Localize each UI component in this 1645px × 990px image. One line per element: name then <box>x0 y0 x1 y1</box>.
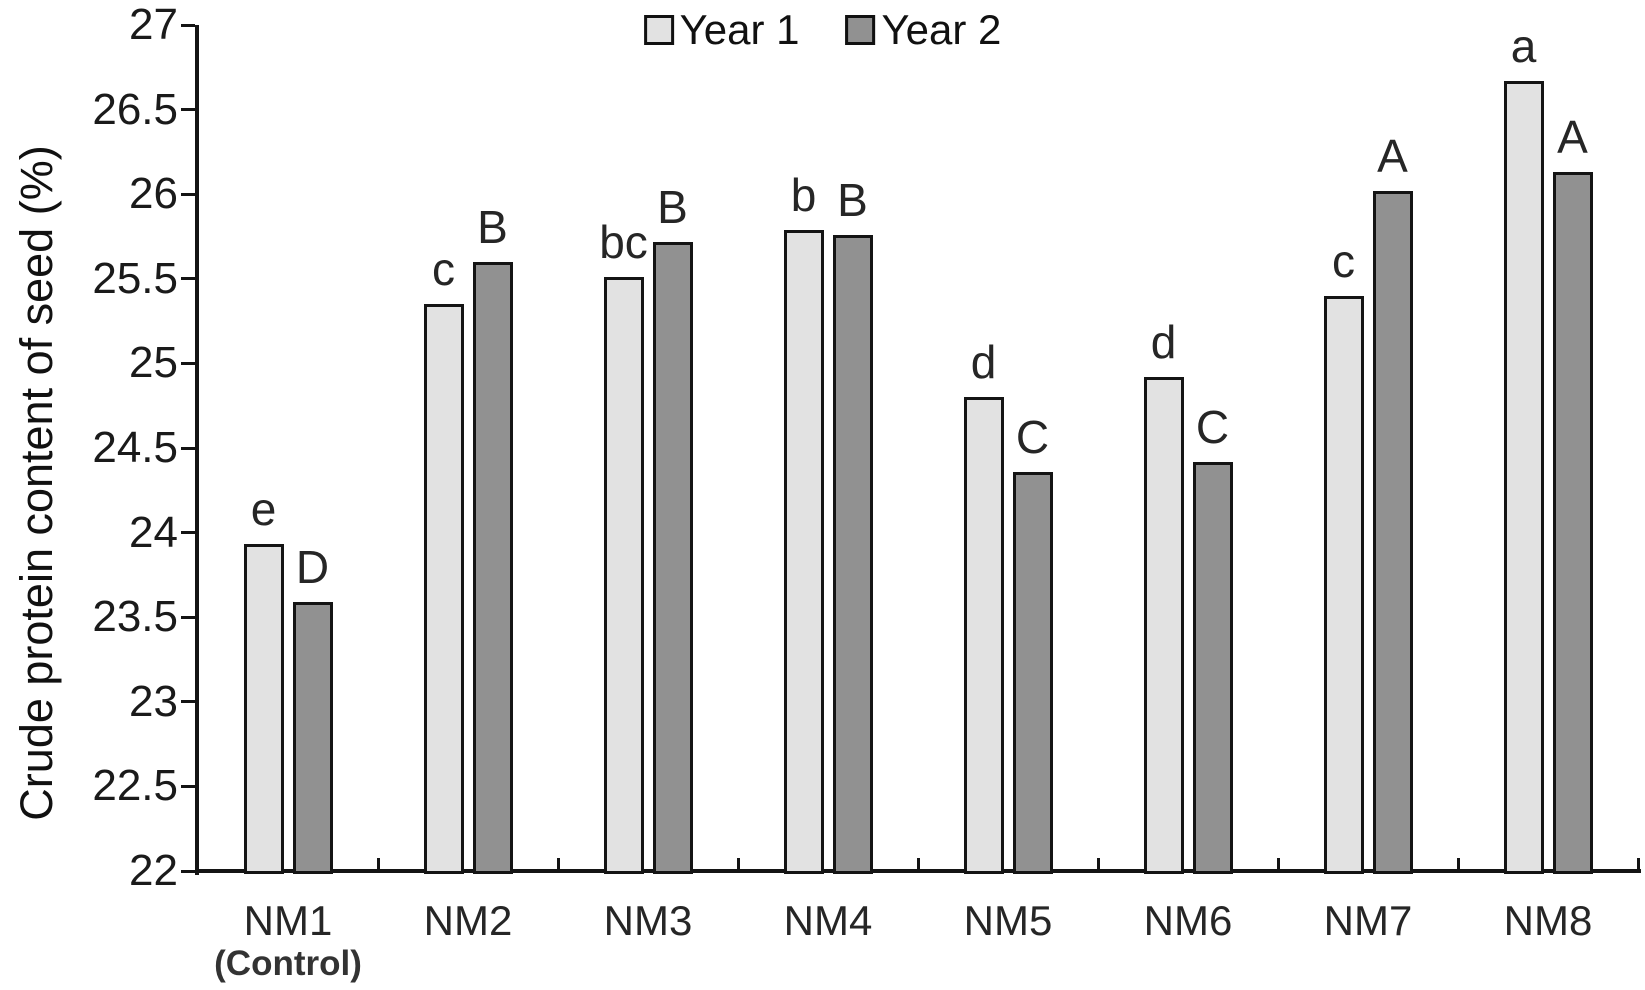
legend-label-year1: Year 1 <box>679 6 800 53</box>
x-tick-mark <box>916 858 920 872</box>
x-category-label: NM5 <box>964 898 1053 944</box>
x-category-label: NM3 <box>604 898 693 944</box>
bar-year2-nm3 <box>652 241 693 874</box>
x-category-sublabel: (Control) <box>214 944 362 983</box>
bar-year1-nm4 <box>783 229 824 874</box>
x-category-label-text: NM4 <box>783 897 873 944</box>
bar-year2-nm6 <box>1192 461 1233 874</box>
bar-year2-nm4 <box>832 234 873 874</box>
bar-year2-nm5 <box>1012 471 1053 874</box>
y-tick-mark <box>181 446 195 450</box>
bar-year1-nm7 <box>1323 295 1364 874</box>
significance-letter: B <box>657 180 688 233</box>
year1-swatch-icon <box>643 15 674 45</box>
bar-year1-nm5 <box>963 397 1004 874</box>
bar-year1-nm8 <box>1503 80 1544 874</box>
significance-letter: bc <box>599 216 648 269</box>
significance-letter: B <box>837 173 868 226</box>
x-tick-mark <box>1276 858 1280 872</box>
significance-letter: d <box>1150 315 1177 368</box>
bar-year2-nm7 <box>1372 190 1413 874</box>
y-tick-mark <box>181 869 195 873</box>
y-tick-label: 24.5 <box>92 423 178 472</box>
x-category-label-text: NM7 <box>1323 897 1413 944</box>
chart-legend: Year 1 Year 2 <box>643 6 1002 54</box>
significance-letter: B <box>477 200 508 253</box>
y-tick-label: 26.5 <box>92 84 178 134</box>
x-category-label: NM2 <box>424 898 513 944</box>
x-category-label-text: NM6 <box>1143 897 1233 944</box>
y-tick-mark <box>181 108 195 112</box>
y-tick-label: 25 <box>129 338 178 388</box>
y-tick-mark <box>181 361 195 365</box>
y-tick-label: 27 <box>129 0 178 49</box>
x-tick-mark <box>1636 858 1640 872</box>
y-tick-label: 23.5 <box>92 592 178 642</box>
x-category-label: NM1 (Control) <box>214 898 362 984</box>
bar-year1-nm2 <box>423 304 464 874</box>
y-tick-mark <box>181 615 195 619</box>
y-tick-label: 22.5 <box>92 761 178 811</box>
year2-swatch-icon <box>845 15 876 45</box>
bar-year2-nm8 <box>1552 172 1593 874</box>
bar-year2-nm1 <box>292 601 333 874</box>
legend-item-year2: Year 2 <box>845 6 1002 54</box>
x-tick-mark <box>1456 858 1460 872</box>
significance-letter: b <box>790 168 817 221</box>
significance-letter: d <box>970 336 997 389</box>
y-tick-label: 22 <box>129 846 178 895</box>
significance-letter: A <box>1377 129 1408 182</box>
legend-item-year1: Year 1 <box>643 6 800 54</box>
x-category-label: NM7 <box>1324 898 1413 944</box>
y-axis-line <box>195 25 199 875</box>
significance-letter: e <box>250 483 277 536</box>
x-tick-mark <box>556 858 560 872</box>
y-tick-label: 26 <box>129 169 178 219</box>
x-tick-mark <box>736 858 740 872</box>
legend-label-year2: Year 2 <box>881 6 1002 53</box>
y-tick-label: 24 <box>129 507 178 557</box>
x-category-label-text: NM3 <box>603 897 693 944</box>
x-category-label-text: NM2 <box>423 897 513 944</box>
significance-letter: c <box>1332 234 1355 287</box>
y-tick-mark <box>181 531 195 535</box>
y-tick-mark <box>181 277 195 281</box>
y-tick-label: 23 <box>129 676 178 726</box>
y-tick-label: 25.5 <box>92 253 178 303</box>
y-tick-mark <box>181 700 195 704</box>
bar-year1-nm3 <box>603 277 644 874</box>
significance-letter: C <box>1195 400 1230 453</box>
significance-letter: D <box>295 540 330 593</box>
x-tick-mark <box>1096 858 1100 872</box>
y-tick-mark <box>181 23 195 27</box>
significance-letter: A <box>1557 111 1588 164</box>
bar-year2-nm2 <box>472 261 513 874</box>
x-category-label: NM4 <box>784 898 873 944</box>
x-tick-mark <box>376 858 380 872</box>
x-category-label-text: NM8 <box>1503 897 1593 944</box>
x-category-label: NM6 <box>1144 898 1233 944</box>
significance-letter: c <box>432 243 455 296</box>
significance-letter: a <box>1510 19 1537 72</box>
x-category-label: NM8 <box>1504 898 1593 944</box>
x-category-label-text: NM1 <box>243 897 333 944</box>
x-category-label-text: NM5 <box>963 897 1053 944</box>
y-tick-mark <box>181 192 195 196</box>
significance-letter: C <box>1015 410 1050 463</box>
bar-year1-nm6 <box>1143 376 1184 874</box>
y-tick-mark <box>181 784 195 788</box>
bar-year1-nm1 <box>243 544 284 874</box>
